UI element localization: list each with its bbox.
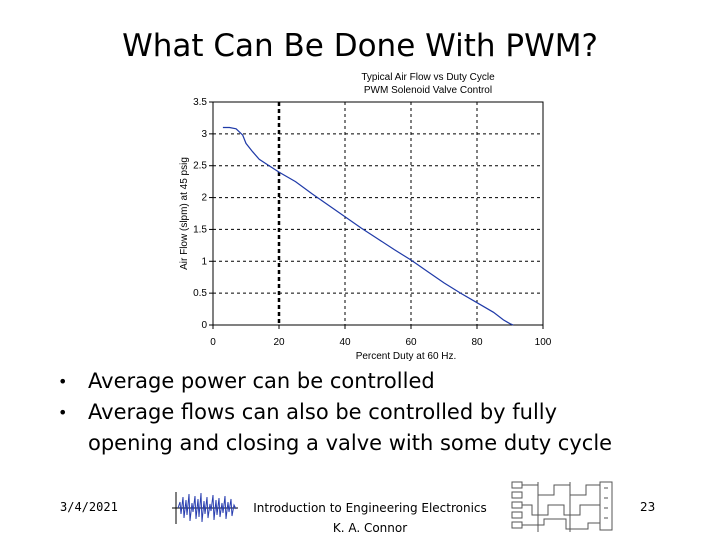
bullet-dot-icon: •: [58, 403, 68, 422]
air-flow-chart: 0 0.5 1 1.5 2 2.5 3 3.5 0 20 40 60 80 100 Typical Air …: [179, 72, 552, 362]
waveform-logo-icon: [172, 492, 238, 524]
footer-course: Introduction to Engineering Electronics: [253, 501, 487, 515]
chart-title: Typical Air Flow vs Duty Cycle: [361, 72, 495, 83]
y-tick-label: 2: [201, 193, 207, 204]
y-tick-label: 3.5: [193, 97, 207, 108]
plot-area: [212, 101, 544, 326]
x-tick-label: 60: [405, 337, 417, 348]
y-tick-label: 3: [201, 129, 207, 140]
x-tick-label: 20: [273, 337, 285, 348]
bullet-item: • Average power can be controlled: [58, 366, 638, 397]
bullet-text: Average power can be controlled: [88, 369, 435, 393]
bullet-item: • Average flows can also be controlled by…: [58, 397, 638, 459]
chart-subtitle: PWM Solenoid Valve Control: [364, 85, 492, 96]
circuit-logo-icon: [511, 481, 613, 532]
footer-date: 3/4/2021: [60, 500, 118, 514]
y-tick-label: 0: [201, 320, 207, 331]
footer-course-info: Introduction to Engineering Electronics …: [240, 498, 500, 538]
x-axis-label: Percent Duty at 60 Hz.: [356, 351, 457, 362]
y-tick-label: 2.5: [193, 161, 207, 172]
y-tick-label: 0.5: [193, 288, 207, 299]
y-axis-label: Air Flow (slpm) at 45 psig: [179, 157, 190, 270]
series-line: [222, 126, 514, 326]
page-number: 23: [640, 500, 656, 514]
bullet-dot-icon: •: [58, 372, 68, 391]
slide-title: What Can Be Done With PWM?: [122, 28, 598, 64]
x-tick-label: 100: [535, 337, 552, 348]
x-tick-label: 40: [339, 337, 351, 348]
x-tick-label: 0: [210, 337, 216, 348]
footer-author: K. A. Connor: [332, 521, 408, 535]
x-tick-label: 80: [471, 337, 483, 348]
y-tick-label: 1: [201, 256, 207, 267]
y-tick-label: 1.5: [193, 224, 207, 235]
bullet-text: Average flows can also be controlled by …: [88, 400, 613, 455]
bullet-list: • Average power can be controlled • Averag…: [58, 366, 638, 459]
